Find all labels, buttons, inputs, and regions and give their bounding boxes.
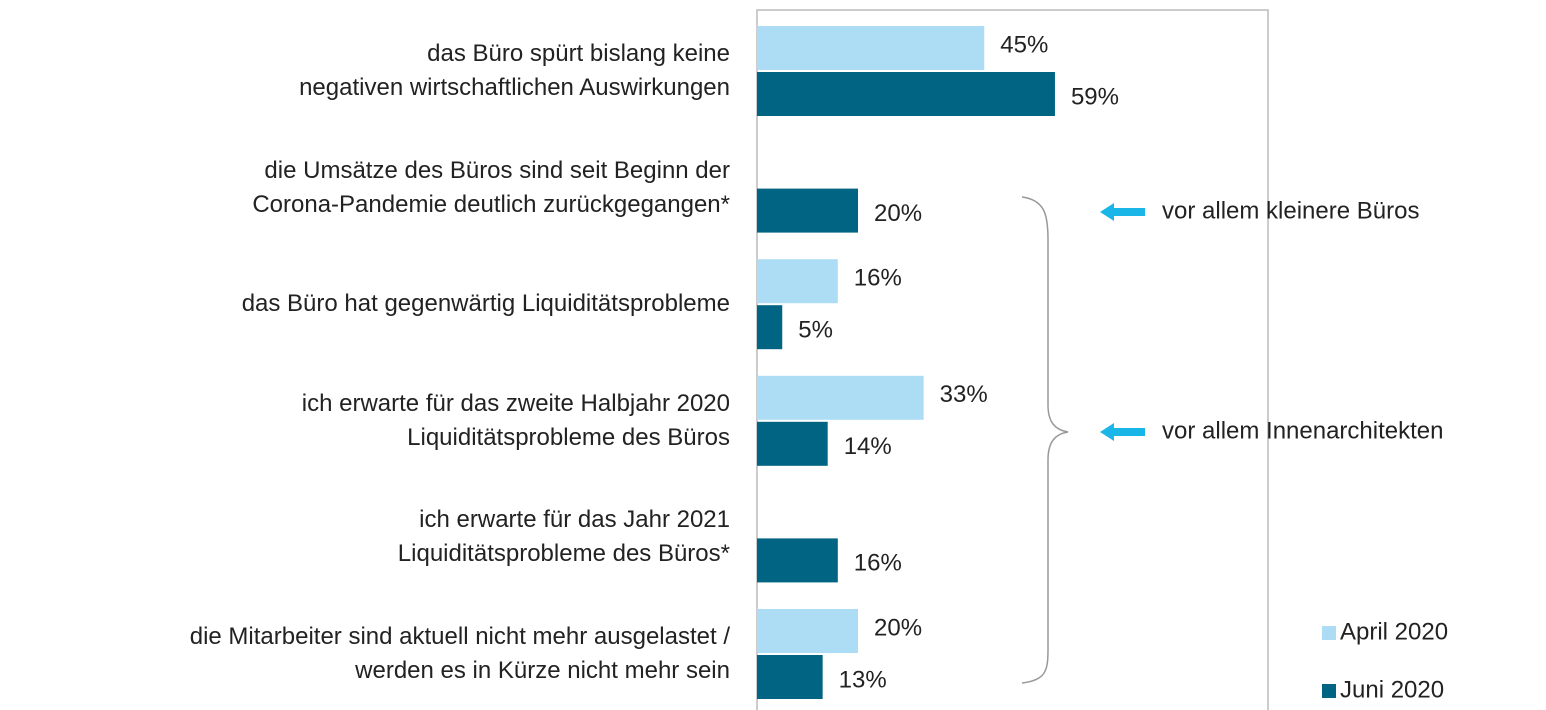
value-label: 16% [854,550,902,577]
category-label: das Büro hat gegenwärtig Liquiditätsprob… [241,290,730,318]
value-label: 16% [854,265,902,292]
value-label: 45% [1000,31,1048,58]
value-label: 20% [874,200,922,227]
bar [757,655,823,699]
bar [757,188,858,233]
bar [757,375,924,420]
bar [757,538,838,583]
category-label: die Mitarbeiter sind aktuell nicht mehr … [189,623,730,684]
value-label: 14% [844,433,892,460]
brace [1021,196,1069,684]
value-label: 59% [1071,83,1119,110]
bar [757,609,858,653]
bar [757,26,985,70]
category-label: das Büro spürt bislang keine negativen w… [299,40,730,101]
bar [757,305,783,350]
annotation: vor allem Innenarchitekten [1162,417,1443,444]
bar [757,72,1055,116]
value-label: 5% [798,317,833,344]
category-label: die Umsätze des Büros sind seit Beginn d… [252,156,730,218]
bar [757,421,828,466]
annotation: vor allem kleinere Büros [1162,197,1419,224]
value-label: 20% [874,614,922,641]
legend-label: Juni 2020 [1340,676,1444,703]
legend-swatch [1322,626,1336,640]
value-label: 13% [839,666,887,693]
plot-frame [756,9,1269,710]
category-label: ich erwarte für das zweite Halbjahr 2020… [301,389,730,451]
bar [757,259,838,304]
category-label: ich erwarte für das Jahr 2021 Liquidität… [397,506,730,568]
legend-swatch [1322,684,1336,698]
arrow [1100,203,1145,221]
legend-label: April 2020 [1340,618,1448,645]
value-label: 33% [940,381,988,408]
arrow [1100,423,1145,441]
